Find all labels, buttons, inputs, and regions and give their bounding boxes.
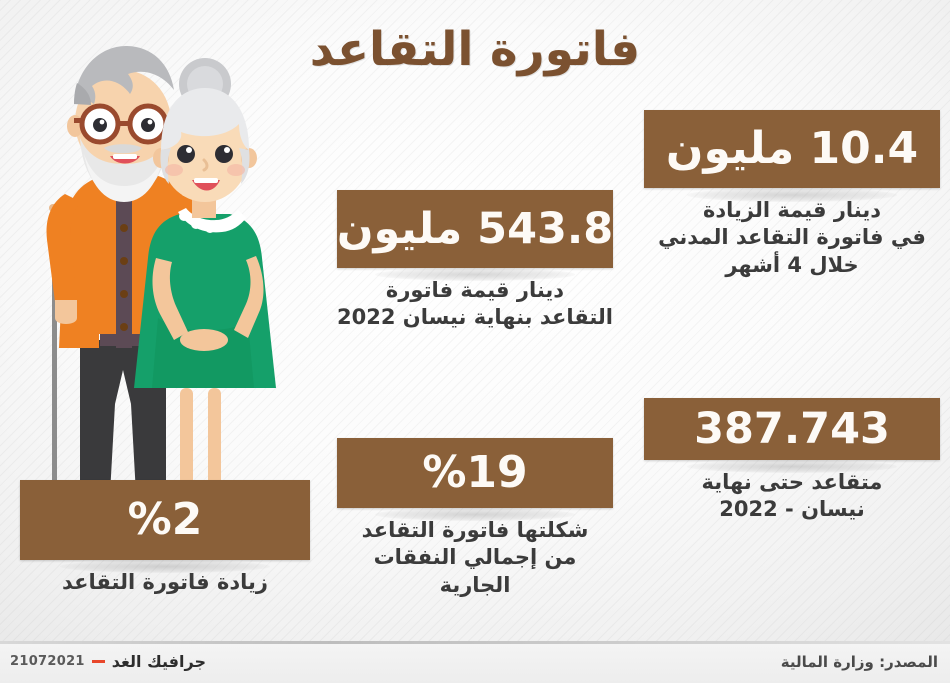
stat-retirees-bar: 387.743 bbox=[644, 398, 940, 460]
stat-share: %19 شكلتها فاتورة التقاعد من إجمالي النف… bbox=[337, 438, 613, 599]
brand-date: 21072021 bbox=[10, 654, 85, 669]
elderly-couple-illustration bbox=[8, 18, 318, 558]
footer-brand: جرافيك الغد 21072021 bbox=[10, 652, 206, 671]
brand-name: جرافيك الغد bbox=[111, 652, 206, 671]
stat-increase-value: 10.4 مليون دينار قيمة الزيادة في فاتورة … bbox=[644, 110, 940, 279]
stat-bill-total-caption: دينار قيمة فاتورة التقاعد بنهاية نيسان 2… bbox=[337, 278, 613, 330]
stat-bill-total-bar: 543.8 مليون bbox=[337, 190, 613, 268]
stat-retirees-caption: متقاعد حتى نهاية نيسان - 2022 bbox=[701, 470, 883, 522]
stat-share-bar: %19 bbox=[337, 438, 613, 508]
footer-bar: المصدر: وزارة المالية جرافيك الغد 210720… bbox=[0, 644, 950, 683]
stat-retirees: 387.743 متقاعد حتى نهاية نيسان - 2022 bbox=[644, 398, 940, 524]
footer-source: المصدر: وزارة المالية bbox=[780, 653, 938, 671]
stat-increase-value-bar: 10.4 مليون bbox=[644, 110, 940, 188]
stat-growth-bar: %2 bbox=[20, 480, 310, 560]
footer-divider bbox=[0, 641, 950, 644]
page-title: فاتورة التقاعد bbox=[309, 22, 641, 77]
stat-share-caption: شكلتها فاتورة التقاعد من إجمالي النفقات … bbox=[361, 518, 589, 597]
stat-increase-value-caption: دينار قيمة الزيادة في فاتورة التقاعد الم… bbox=[658, 198, 926, 277]
stat-bill-total: 543.8 مليون دينار قيمة فاتورة التقاعد بن… bbox=[337, 190, 613, 332]
stat-growth-caption: زيادة فاتورة التقاعد bbox=[62, 570, 268, 594]
stat-growth: %2 زيادة فاتورة التقاعد bbox=[20, 480, 310, 596]
brand-dash-icon bbox=[91, 660, 105, 663]
